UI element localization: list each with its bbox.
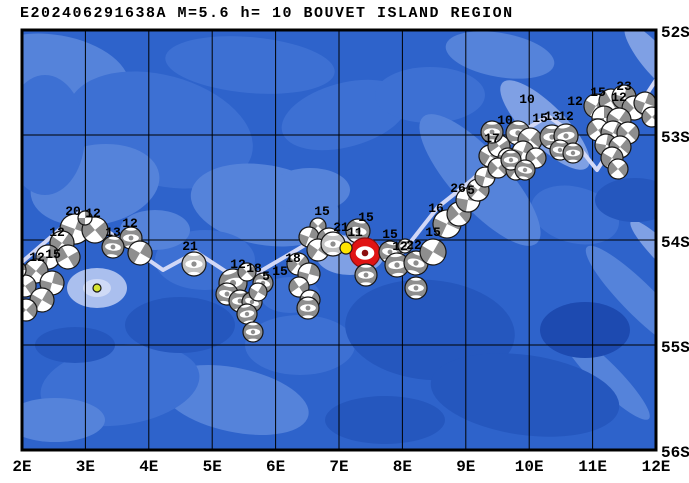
depth-label: 13 — [105, 225, 121, 240]
y-tick-label: 52S — [661, 24, 689, 42]
x-tick-label: 5E — [203, 458, 222, 476]
focal-mechanism — [236, 303, 258, 325]
x-tick-label: 12E — [642, 458, 671, 476]
depth-label: 15 — [314, 204, 330, 219]
depth-label: 12 — [29, 250, 45, 265]
y-tick-label: 54S — [661, 234, 689, 252]
depth-label: 26 — [450, 181, 466, 196]
y-tick-label: 53S — [661, 129, 689, 147]
depth-label: 20 — [65, 204, 81, 219]
focal-mechanism — [641, 106, 656, 128]
focal-mechanism — [354, 263, 378, 287]
depth-label: 21 — [333, 220, 349, 235]
depth-label: 15 — [590, 85, 606, 100]
bathymetry-patch — [165, 36, 335, 94]
bathymetry-patch — [630, 220, 656, 290]
map-title: E202406291638A M=5.6 h= 10 BOUVET ISLAND… — [20, 5, 514, 22]
bathymetry-patch — [540, 302, 630, 358]
depth-label: 12 — [230, 257, 246, 272]
focal-mechanism — [77, 210, 93, 226]
depth-label: 16 — [428, 201, 444, 216]
depth-label: 12 — [558, 109, 574, 124]
focal-mechanism — [248, 282, 268, 302]
depth-label: 12 — [85, 206, 101, 221]
x-tick-label: 8E — [393, 458, 412, 476]
depth-label: 12 — [567, 94, 583, 109]
depth-label: 12 — [611, 90, 627, 105]
focal-mechanism — [127, 240, 153, 266]
depth-label: 23 — [616, 79, 632, 94]
depth-label: 12 — [49, 225, 65, 240]
x-tick-label: 4E — [139, 458, 158, 476]
bathymetry-patch — [585, 245, 656, 355]
depth-label: 15 — [45, 247, 61, 262]
x-tick-label: 7E — [329, 458, 348, 476]
depth-label: 21 — [182, 239, 198, 254]
focal-mechanism — [181, 251, 207, 277]
x-tick-label: 11E — [578, 458, 607, 476]
focal-mechanism — [345, 218, 371, 244]
focal-mechanism — [242, 321, 264, 343]
focal-mechanism — [480, 120, 504, 144]
focal-mechanism — [562, 142, 584, 164]
bathymetry-patch — [325, 396, 445, 444]
depth-label: 5 — [262, 269, 270, 284]
depth-label: 15 — [425, 225, 441, 240]
depth-label: 18 — [246, 261, 262, 276]
focal-mechanism — [384, 252, 410, 278]
focal-mechanism — [22, 298, 38, 322]
x-tick-label: 6E — [266, 458, 285, 476]
bathymetry-patch — [22, 398, 105, 442]
depth-label: 12 — [392, 239, 408, 254]
depth-label: 10 — [497, 113, 513, 128]
x-tick-label: 2E — [12, 458, 31, 476]
bathymetry-patch — [430, 353, 620, 437]
bathymetry-patch — [125, 297, 235, 353]
x-tick-label: 10E — [515, 458, 544, 476]
focal-mechanism — [237, 262, 257, 282]
depth-label: 15 — [382, 227, 398, 242]
depth-label: 13 — [544, 109, 560, 124]
focal-mechanism — [419, 238, 447, 266]
focal-mechanism — [607, 158, 629, 180]
event-epicenter-marker — [92, 283, 102, 293]
depth-label: 5 — [467, 183, 475, 198]
depth-label: 15 — [532, 111, 548, 126]
focal-mechanism — [404, 276, 428, 300]
focal-mechanism — [514, 159, 536, 181]
focal-mechanism — [397, 238, 413, 254]
depth-label: 10 — [519, 92, 535, 107]
depth-label: 11 — [347, 225, 363, 240]
x-tick-label: 3E — [76, 458, 95, 476]
map-frame — [20, 28, 658, 452]
focal-mechanism — [296, 296, 320, 320]
depth-label: 12 — [122, 216, 138, 231]
depth-label: 18 — [285, 251, 301, 266]
depth-label: 17 — [484, 131, 500, 146]
depth-label: 15 — [358, 210, 374, 225]
x-tick-label: 9E — [456, 458, 475, 476]
bathymetry-patch — [595, 178, 656, 222]
depth-label: 22 — [406, 238, 422, 253]
focal-mechanism — [55, 244, 81, 270]
y-tick-label: 55S — [661, 339, 689, 357]
bathymetry-patch — [270, 168, 350, 212]
bathymetry-patch — [445, 31, 555, 79]
y-tick-label: 56S — [661, 444, 689, 462]
event-epicenter-marker — [339, 241, 353, 255]
depth-label: 15 — [272, 264, 288, 279]
focal-mechanism — [101, 235, 125, 259]
focal-mechanism — [320, 231, 346, 257]
bathymetry-patch — [345, 279, 515, 381]
